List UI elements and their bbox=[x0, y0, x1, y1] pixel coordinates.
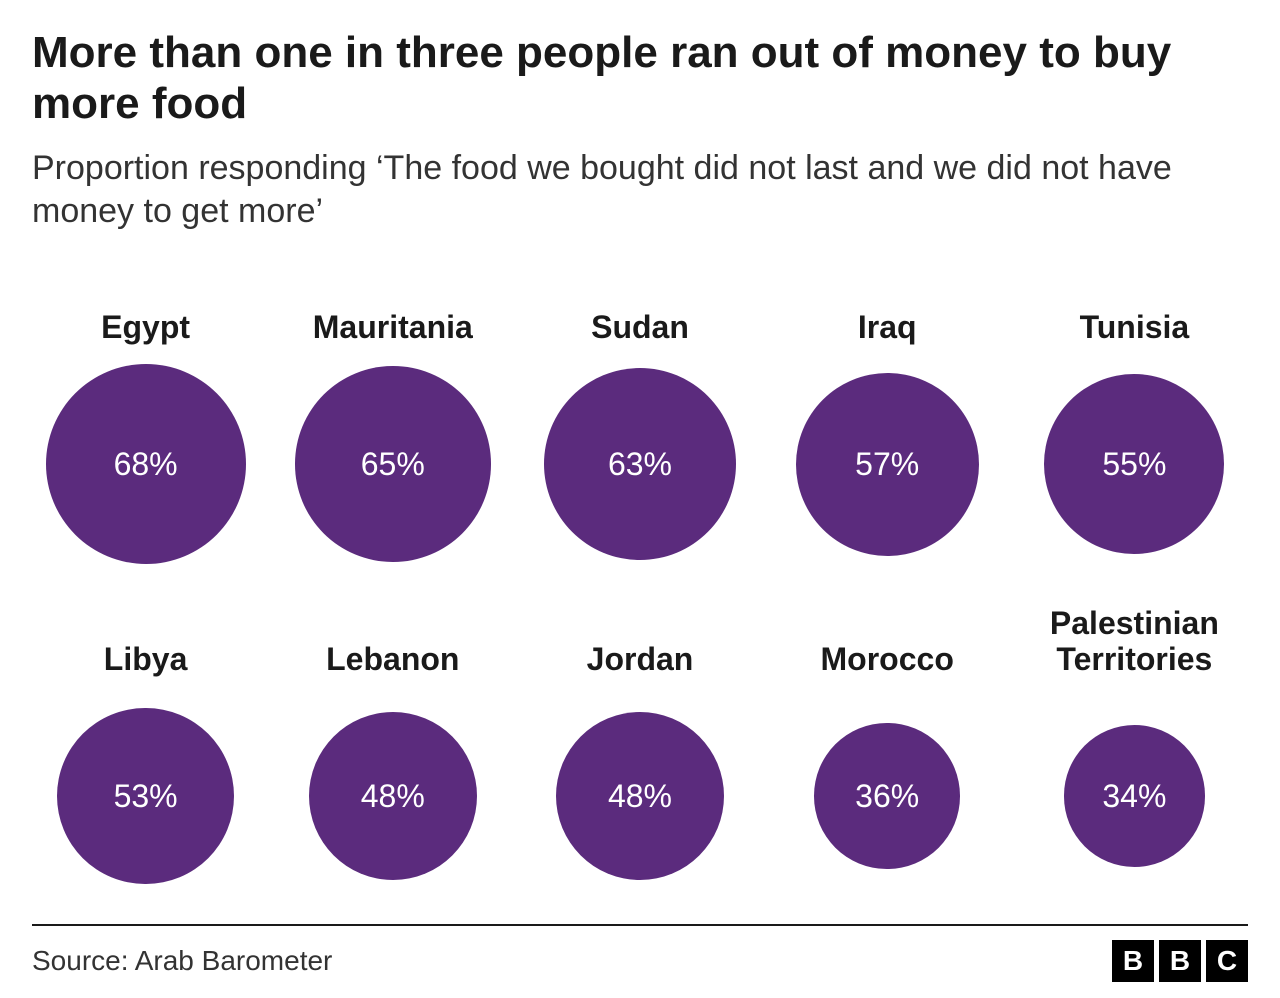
circle-wrap: 48% bbox=[309, 696, 477, 896]
chart-grid: Egypt 68% Mauritania 65% Sudan 63% Iraq 57% Tuni… bbox=[32, 272, 1248, 896]
logo-letter: B bbox=[1159, 940, 1201, 982]
circle-wrap: 36% bbox=[814, 696, 960, 896]
value-circle: 57% bbox=[796, 373, 979, 556]
item-label: Sudan bbox=[591, 272, 689, 346]
logo-letter: B bbox=[1112, 940, 1154, 982]
circle-wrap: 55% bbox=[1044, 364, 1224, 564]
item-label: Egypt bbox=[101, 272, 190, 346]
value-label: 55% bbox=[1102, 446, 1166, 483]
circle-wrap: 34% bbox=[1064, 696, 1205, 896]
chart-subtitle: Proportion responding ‘The food we bough… bbox=[32, 147, 1248, 232]
item-label: Iraq bbox=[858, 272, 917, 346]
logo-letter: C bbox=[1206, 940, 1248, 982]
bbc-logo: BBC bbox=[1112, 940, 1248, 982]
value-circle: 48% bbox=[309, 712, 477, 880]
chart-item: Egypt 68% bbox=[32, 272, 259, 564]
value-circle: 36% bbox=[814, 723, 960, 869]
circle-wrap: 48% bbox=[556, 696, 724, 896]
chart-item: Libya 53% bbox=[32, 604, 259, 896]
circle-wrap: 63% bbox=[544, 364, 737, 564]
chart-item: Palestinian Territories 34% bbox=[1021, 604, 1248, 896]
source-text: Source: Arab Barometer bbox=[32, 945, 332, 977]
chart-container: More than one in three people ran out of… bbox=[0, 0, 1280, 998]
chart-item: Mauritania 65% bbox=[279, 272, 506, 564]
item-label: Lebanon bbox=[326, 604, 459, 678]
circle-wrap: 65% bbox=[295, 364, 491, 564]
circle-wrap: 53% bbox=[57, 696, 234, 896]
value-label: 63% bbox=[608, 446, 672, 483]
circle-wrap: 68% bbox=[46, 364, 246, 564]
value-label: 65% bbox=[361, 446, 425, 483]
item-label: Jordan bbox=[587, 604, 694, 678]
chart-item: Tunisia 55% bbox=[1021, 272, 1248, 564]
chart-item: Lebanon 48% bbox=[279, 604, 506, 896]
chart-item: Jordan 48% bbox=[526, 604, 753, 896]
item-label: Libya bbox=[104, 604, 188, 678]
item-label: Palestinian Territories bbox=[1050, 604, 1219, 678]
item-label: Tunisia bbox=[1080, 272, 1190, 346]
chart-item: Iraq 57% bbox=[774, 272, 1001, 564]
value-circle: 34% bbox=[1064, 725, 1205, 866]
chart-item: Sudan 63% bbox=[526, 272, 753, 564]
item-label: Mauritania bbox=[313, 272, 473, 346]
value-circle: 63% bbox=[544, 368, 737, 561]
value-label: 53% bbox=[114, 778, 178, 815]
value-label: 68% bbox=[114, 446, 178, 483]
value-label: 48% bbox=[361, 778, 425, 815]
value-circle: 55% bbox=[1044, 374, 1224, 554]
chart-footer: Source: Arab Barometer BBC bbox=[32, 924, 1248, 982]
chart-item: Morocco 36% bbox=[774, 604, 1001, 896]
value-label: 57% bbox=[855, 446, 919, 483]
circle-wrap: 57% bbox=[796, 364, 979, 564]
value-circle: 53% bbox=[57, 708, 234, 885]
value-label: 36% bbox=[855, 778, 919, 815]
chart-title: More than one in three people ran out of… bbox=[32, 28, 1248, 129]
item-label: Morocco bbox=[821, 604, 954, 678]
value-label: 34% bbox=[1102, 778, 1166, 815]
value-label: 48% bbox=[608, 778, 672, 815]
value-circle: 65% bbox=[295, 366, 491, 562]
value-circle: 68% bbox=[46, 364, 246, 564]
value-circle: 48% bbox=[556, 712, 724, 880]
